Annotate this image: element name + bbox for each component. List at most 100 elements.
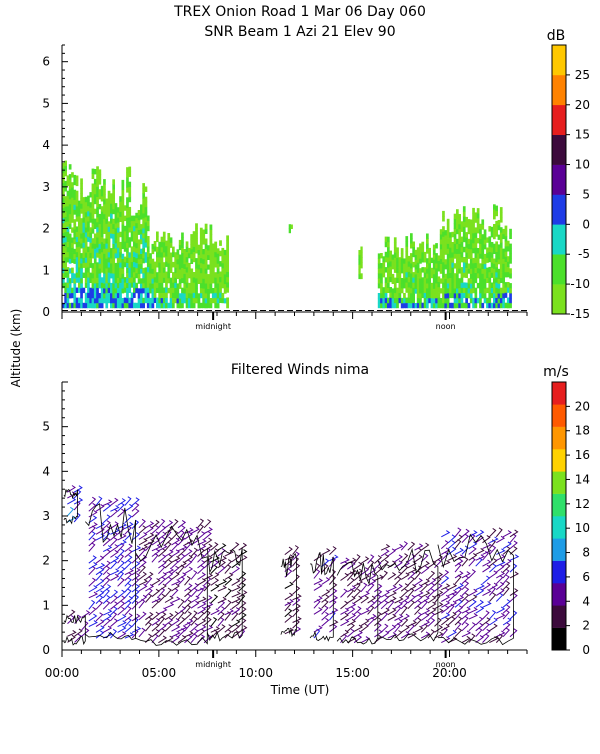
snr-cell <box>75 200 79 207</box>
wind-barb <box>67 609 76 618</box>
snr-cell <box>187 287 191 294</box>
snr-cell <box>391 298 395 304</box>
wind-barb <box>145 532 155 540</box>
wind-barb <box>95 590 105 599</box>
snr-cell <box>160 282 164 288</box>
wind-barb <box>88 502 97 512</box>
snr-cell <box>167 253 171 259</box>
snr-cell <box>130 256 134 263</box>
wind-barb <box>468 612 479 620</box>
snr-cell <box>209 224 213 230</box>
x-tick-label: 10:00 <box>238 666 273 680</box>
snr-cell <box>476 253 480 259</box>
snr-cell <box>71 277 74 284</box>
snr-cell <box>209 249 213 255</box>
snr-cell <box>162 277 166 283</box>
snr-cell <box>416 247 420 253</box>
snr-cell <box>387 272 390 278</box>
snr-cell <box>476 238 480 244</box>
snr-cell <box>64 165 67 172</box>
snr-cell <box>68 208 72 215</box>
snr-cell <box>80 243 83 249</box>
snr-cell <box>71 172 74 178</box>
snr-cell <box>467 288 471 294</box>
snr-cell <box>488 256 492 263</box>
snr-cell <box>389 276 392 283</box>
wind-barb <box>117 577 125 587</box>
snr-cell <box>216 268 220 274</box>
wind-barb <box>158 607 168 615</box>
snr-cell <box>73 229 77 235</box>
snr-cell <box>209 244 213 250</box>
snr-cell <box>169 277 173 284</box>
snr-cell <box>481 268 485 274</box>
snr-cell <box>442 287 445 293</box>
snr-cell <box>458 219 461 225</box>
snr-cell <box>103 198 106 205</box>
snr-cell <box>499 227 503 233</box>
snr-cell <box>135 242 138 249</box>
snr-cell <box>460 302 464 309</box>
snr-cell <box>172 287 175 293</box>
wind-barb <box>440 540 449 549</box>
wind-barb <box>468 569 476 579</box>
snr-cell <box>133 231 136 237</box>
snr-cell <box>119 282 122 288</box>
snr-cell <box>382 287 386 293</box>
wind-barb <box>164 541 172 552</box>
wind-barb <box>171 617 180 626</box>
snr-cell <box>130 251 134 257</box>
snr-cell <box>214 302 218 309</box>
snr-cell <box>412 272 415 278</box>
snr-cell <box>126 202 129 208</box>
snr-cell <box>160 267 164 273</box>
colorbar-swatch <box>552 254 566 285</box>
wind-barb <box>284 592 294 601</box>
wind-barb <box>151 611 160 621</box>
bottom-wind-layer <box>63 485 520 646</box>
snr-cell <box>103 278 106 284</box>
snr-cell <box>481 239 485 245</box>
snr-cell <box>135 252 138 259</box>
snr-cell <box>62 187 65 194</box>
snr-cell <box>190 288 194 294</box>
snr-cell <box>199 267 203 274</box>
wind-barb <box>447 546 457 555</box>
snr-cell <box>142 228 145 234</box>
wind-barb <box>171 635 180 644</box>
snr-cell <box>435 263 438 269</box>
snr-cell <box>207 293 210 299</box>
wind-barb <box>509 563 518 573</box>
snr-cell <box>472 212 475 219</box>
snr-cell <box>195 223 198 229</box>
snr-cell <box>396 257 399 263</box>
snr-cell <box>126 222 129 228</box>
snr-cell <box>405 272 409 278</box>
snr-cell <box>444 230 448 236</box>
snr-cell <box>495 266 498 273</box>
snr-cell <box>432 293 436 299</box>
snr-cell <box>82 287 86 294</box>
wind-barb <box>502 563 511 573</box>
snr-cell <box>121 263 125 269</box>
wind-barb <box>414 617 422 627</box>
snr-cell <box>160 246 164 253</box>
snr-cell <box>202 234 206 240</box>
snr-cell <box>444 298 448 304</box>
snr-cell <box>226 287 229 293</box>
y-tick-label: 3 <box>42 509 50 523</box>
wind-barb <box>203 537 213 546</box>
snr-cell <box>490 302 494 309</box>
snr-cell <box>430 267 434 274</box>
snr-cell <box>142 238 145 244</box>
snr-cell <box>204 253 208 259</box>
wind-barb <box>374 555 382 564</box>
wind-barb <box>95 594 104 604</box>
snr-cell <box>96 292 99 299</box>
snr-cell <box>410 297 413 304</box>
snr-cell <box>509 253 512 259</box>
snr-cell <box>137 298 141 304</box>
snr-cell <box>439 253 443 260</box>
snr-cell <box>103 218 106 225</box>
snr-cell <box>421 241 425 248</box>
